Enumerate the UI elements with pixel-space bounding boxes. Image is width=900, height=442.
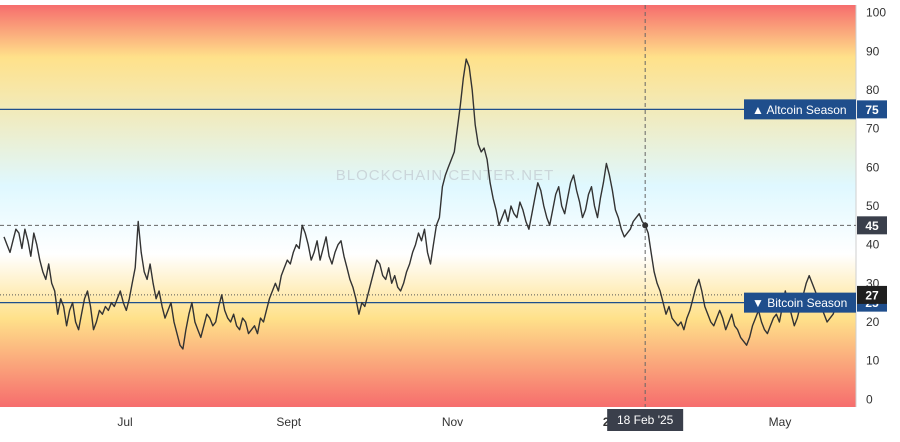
crosshair-date-bg [607,409,684,431]
y-tick-label: 10 [866,354,880,368]
crosshair-date-label: 18 Feb '25 [617,413,674,427]
y-tick-label: 40 [866,238,880,252]
level-value-badge: 75 [865,103,879,117]
watermark-text: BLOCKCHAIN CENTER.NET [336,167,555,184]
y-tick-label: 80 [866,83,880,97]
crosshair-value-badge-bg [857,216,887,235]
y-tick-label: 70 [866,122,880,136]
series-line [3,58,843,350]
level-label-bg [744,292,856,313]
level-value-badge-bg [857,100,887,119]
level-lines [0,108,856,304]
y-tick-label: 0 [866,392,873,406]
level-label: ▲ Altcoin Season [752,103,847,117]
x-tick-label: Sept [276,415,301,429]
crosshair-value-badge: 45 [865,219,879,233]
y-tick-label: 100 [866,6,886,20]
plot-background [0,5,856,407]
last-value-badge-bg [857,285,887,304]
level-label-bg [744,99,856,120]
y-tick-label: 60 [866,160,880,174]
y-tick-label: 20 [866,315,880,329]
level-label: ▼ Bitcoin Season [752,296,847,310]
y-tick-label: 90 [866,44,880,58]
bottom-axis-area [0,407,900,437]
x-tick-label: Nov [442,415,463,429]
watermark: BLOCKCHAIN CENTER.NET [336,167,555,184]
x-tick-label: Jul [117,415,132,429]
x-tick-label: May [769,415,792,429]
y-tick-label: 50 [866,199,880,213]
last-value-badge: 27 [865,288,879,302]
